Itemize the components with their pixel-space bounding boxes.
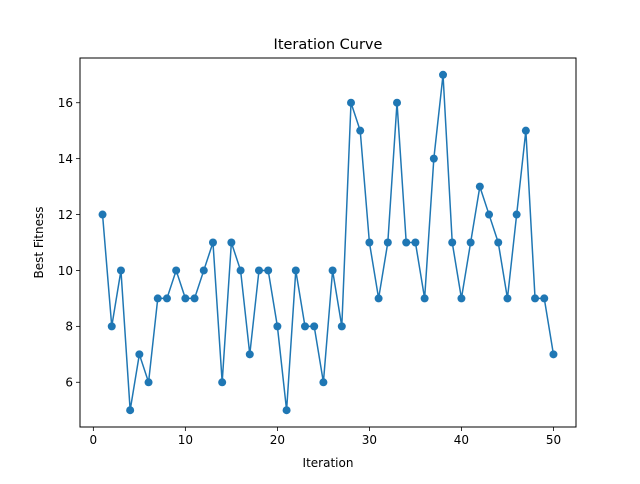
data-point [411, 238, 420, 247]
data-point [227, 238, 236, 247]
data-point [126, 406, 135, 415]
data-point [429, 154, 438, 163]
y-tick-label: 16 [58, 96, 73, 110]
x-tick-label: 10 [178, 433, 193, 447]
y-axis-ticks: 6 8 10 12 14 16 [58, 96, 80, 390]
x-tick-label: 20 [270, 433, 285, 447]
data-point [98, 210, 107, 219]
data-point [503, 294, 512, 303]
plot-area [98, 70, 558, 415]
data-point [521, 126, 530, 135]
data-point [448, 238, 457, 247]
data-point [310, 322, 319, 331]
data-point [393, 98, 402, 107]
data-point [549, 350, 558, 359]
x-tick-label: 40 [454, 433, 469, 447]
data-point [383, 238, 392, 247]
data-point [291, 266, 300, 275]
data-point [485, 210, 494, 219]
x-tick-label: 0 [90, 433, 98, 447]
x-tick-label: 50 [546, 433, 561, 447]
data-point [420, 294, 429, 303]
data-point [439, 70, 448, 79]
data-point [254, 266, 263, 275]
data-point [218, 378, 227, 387]
data-point [135, 350, 144, 359]
x-tick-label: 30 [362, 433, 377, 447]
data-point [153, 294, 162, 303]
data-point [512, 210, 521, 219]
data-point [144, 378, 153, 387]
data-point [466, 238, 475, 247]
data-point [162, 294, 171, 303]
data-point [107, 322, 116, 331]
y-tick-label: 12 [58, 208, 73, 222]
series-line [101, 74, 555, 411]
data-point [236, 266, 245, 275]
y-tick-label: 8 [65, 320, 73, 334]
y-axis-label: Best Fitness [32, 207, 46, 279]
data-point [300, 322, 309, 331]
data-point [190, 294, 199, 303]
y-tick-label: 10 [58, 264, 73, 278]
data-point [347, 98, 356, 107]
y-tick-label: 6 [65, 376, 73, 390]
data-point [328, 266, 337, 275]
data-point [208, 238, 217, 247]
x-axis-ticks: 0 10 20 30 40 50 [90, 427, 561, 447]
data-point [273, 322, 282, 331]
data-point [199, 266, 208, 275]
data-point [337, 322, 346, 331]
chart-title: Iteration Curve [274, 37, 383, 53]
data-point [116, 266, 125, 275]
data-point [282, 406, 291, 415]
y-tick-label: 14 [58, 152, 73, 166]
data-point [365, 238, 374, 247]
data-point [457, 294, 466, 303]
data-point [181, 294, 190, 303]
data-point [319, 378, 328, 387]
data-point [356, 126, 365, 135]
data-point [402, 238, 411, 247]
data-point [374, 294, 383, 303]
data-point [264, 266, 273, 275]
data-point [531, 294, 540, 303]
data-point [540, 294, 549, 303]
data-point [494, 238, 503, 247]
data-point [245, 350, 254, 359]
x-axis-label: Iteration [303, 456, 354, 470]
data-point [172, 266, 181, 275]
data-point [475, 182, 484, 191]
axes-frame [79, 57, 577, 428]
